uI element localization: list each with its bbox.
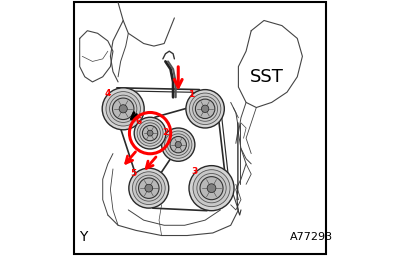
- Circle shape: [106, 92, 140, 126]
- Circle shape: [147, 130, 153, 136]
- Circle shape: [168, 134, 189, 155]
- Circle shape: [164, 131, 192, 158]
- Circle shape: [138, 178, 159, 198]
- Circle shape: [137, 120, 163, 146]
- Circle shape: [175, 142, 181, 148]
- Circle shape: [189, 166, 234, 211]
- Circle shape: [162, 128, 195, 161]
- Circle shape: [200, 177, 223, 200]
- Circle shape: [170, 136, 186, 153]
- Circle shape: [145, 184, 153, 192]
- Circle shape: [193, 96, 218, 121]
- Circle shape: [186, 90, 224, 128]
- Circle shape: [102, 88, 144, 130]
- Circle shape: [119, 105, 127, 113]
- Text: 1: 1: [188, 90, 194, 100]
- Circle shape: [195, 99, 215, 119]
- Text: 4: 4: [104, 89, 111, 98]
- Circle shape: [193, 170, 230, 207]
- Circle shape: [129, 168, 169, 208]
- Circle shape: [197, 174, 226, 203]
- Text: 2: 2: [163, 128, 169, 137]
- Text: 3: 3: [192, 167, 198, 176]
- Circle shape: [140, 123, 160, 143]
- Circle shape: [134, 117, 166, 149]
- Circle shape: [189, 93, 221, 125]
- Text: 6: 6: [135, 117, 141, 126]
- Text: Y: Y: [79, 230, 88, 244]
- Text: 5: 5: [131, 169, 137, 178]
- Text: A77293: A77293: [290, 232, 333, 242]
- Circle shape: [136, 175, 162, 201]
- Circle shape: [202, 105, 209, 112]
- Circle shape: [207, 184, 216, 193]
- Circle shape: [110, 95, 137, 122]
- Circle shape: [142, 125, 158, 141]
- Circle shape: [132, 172, 165, 205]
- Text: SST: SST: [250, 68, 284, 86]
- Circle shape: [112, 98, 134, 120]
